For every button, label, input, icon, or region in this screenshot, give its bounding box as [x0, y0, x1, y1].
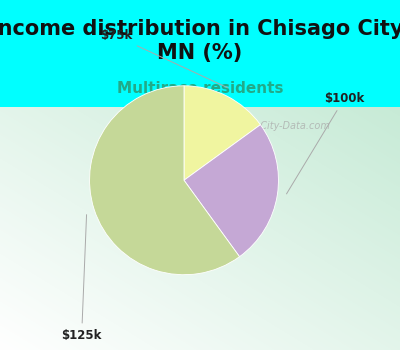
Wedge shape [184, 125, 278, 257]
Text: Multirace residents: Multirace residents [117, 81, 283, 96]
Text: Income distribution in Chisago City,
MN (%): Income distribution in Chisago City, MN … [0, 19, 400, 63]
Wedge shape [184, 86, 260, 180]
Text: $125k: $125k [62, 215, 102, 342]
Wedge shape [90, 86, 240, 275]
Text: $100k: $100k [286, 92, 364, 194]
Text: $75k: $75k [100, 29, 228, 88]
Text: City-Data.com: City-Data.com [254, 121, 330, 131]
